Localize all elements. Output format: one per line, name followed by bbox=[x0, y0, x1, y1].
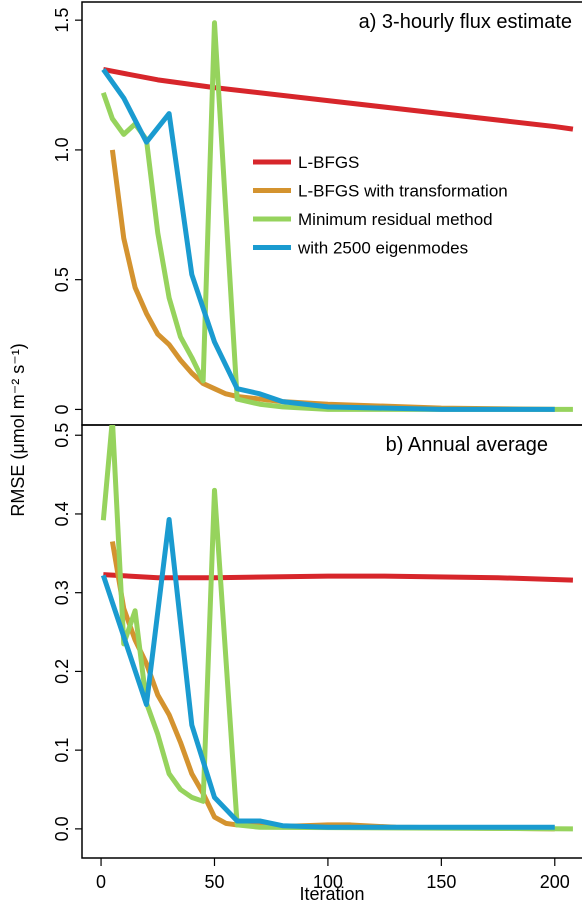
legend-label: L-BFGS with transformation bbox=[298, 182, 508, 201]
plot-area bbox=[100, 20, 574, 412]
panel-title: a) 3-hourly flux estimate bbox=[359, 11, 572, 33]
x-axis-label: Iteration bbox=[299, 884, 364, 904]
series-line bbox=[102, 67, 574, 132]
y-tick-label: 0.5 bbox=[52, 423, 72, 448]
series-line bbox=[100, 425, 573, 832]
y-tick-label: 0.4 bbox=[52, 501, 72, 526]
legend-label: L-BFGS bbox=[298, 153, 359, 172]
series-line bbox=[101, 68, 555, 412]
y-tick-label: 0.1 bbox=[52, 738, 72, 763]
x-tick-label: 150 bbox=[426, 872, 456, 892]
series-line bbox=[103, 572, 574, 583]
x-tick-label: 50 bbox=[204, 872, 224, 892]
y-tick-label: 1.0 bbox=[52, 137, 72, 162]
y-tick-label: 0 bbox=[52, 404, 72, 414]
plot-area bbox=[100, 425, 574, 832]
y-tick-label: 0.0 bbox=[52, 816, 72, 841]
legend-label: with 2500 eigenmodes bbox=[297, 239, 468, 258]
y-tick-label: 0.5 bbox=[52, 267, 72, 292]
panel-title: b) Annual average bbox=[386, 434, 548, 456]
x-tick-label: 0 bbox=[96, 872, 106, 892]
y-axis-label: RMSE (μmol m⁻² s⁻¹) bbox=[8, 343, 28, 516]
series-line bbox=[100, 516, 555, 830]
legend-label: Minimum residual method bbox=[298, 210, 493, 229]
x-tick-label: 200 bbox=[540, 872, 570, 892]
y-tick-label: 0.2 bbox=[52, 659, 72, 684]
y-tick-label: 1.5 bbox=[52, 8, 72, 33]
y-tick-label: 0.3 bbox=[52, 580, 72, 605]
series-line bbox=[100, 20, 573, 412]
x-tick-label: 100 bbox=[313, 872, 343, 892]
plot-frame bbox=[81, 424, 582, 859]
